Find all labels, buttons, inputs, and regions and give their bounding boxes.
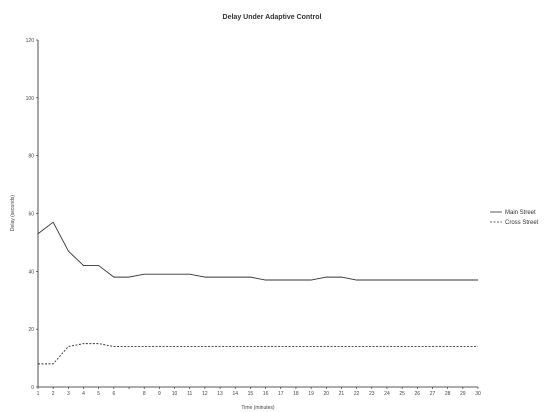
x-tick-label: 3 [67,391,70,397]
x-tick-label: 16 [263,391,269,397]
x-tick-label: 25 [399,391,405,397]
y-axis-ticks: 0 20 40 60 80 100 120 [26,38,38,391]
x-tick-label: 14 [232,391,238,397]
legend-label-cross-street: Cross Street [505,220,539,226]
x-axis-ticks: 1 2 3 4 5 6 8 9 10 11 12 13 14 15 16 17 18 19 20 21 22 23 24 25… [37,387,481,397]
x-tick-label: 21 [339,391,345,397]
x-tick-label: 6 [112,391,115,397]
y-tick-label: 100 [26,96,35,102]
series-lines [37,221,478,365]
x-tick-label: 1 [37,391,40,397]
x-tick-label: 5 [97,391,100,397]
x-tick-label: 17 [278,391,284,397]
y-tick-label: 120 [26,38,35,44]
x-tick-label: 9 [158,391,161,397]
x-tick-label: 19 [308,391,314,397]
x-tick-label: 28 [445,391,451,397]
x-axis-label: Time (minutes) [241,405,274,411]
chart-legend: Main Street Cross Street [490,210,539,226]
series-line-main-street [37,221,478,281]
x-tick-label: 15 [248,391,254,397]
x-tick-label: 12 [202,391,208,397]
x-tick-label: 11 [187,391,192,397]
x-tick-label: 29 [460,391,466,397]
y-tick-label: 60 [28,212,34,218]
x-tick-label: 22 [354,391,360,397]
x-tick-label: 30 [475,391,481,397]
chart-title: Delay Under Adaptive Control [223,14,322,21]
x-tick-label: 10 [172,391,178,397]
y-tick-label: 0 [31,385,34,391]
x-tick-label: 4 [82,391,85,397]
x-tick-label: 20 [323,391,329,397]
x-tick-label: 2 [52,391,55,397]
y-tick-label: 20 [28,327,34,333]
x-tick-label: 24 [384,391,390,397]
y-axis-label: Delay (seconds) [10,195,16,231]
x-tick-label: 8 [143,391,146,397]
x-tick-label: 23 [369,391,375,397]
y-tick-label: 40 [28,269,34,275]
x-tick-label: 26 [415,391,421,397]
x-tick-label: 27 [430,391,436,397]
series-line-cross-street [38,343,478,365]
legend-label-main-street: Main Street [505,210,536,216]
x-tick-label: 18 [293,391,299,397]
y-tick-label: 80 [28,154,34,160]
x-tick-label: 13 [217,391,223,397]
